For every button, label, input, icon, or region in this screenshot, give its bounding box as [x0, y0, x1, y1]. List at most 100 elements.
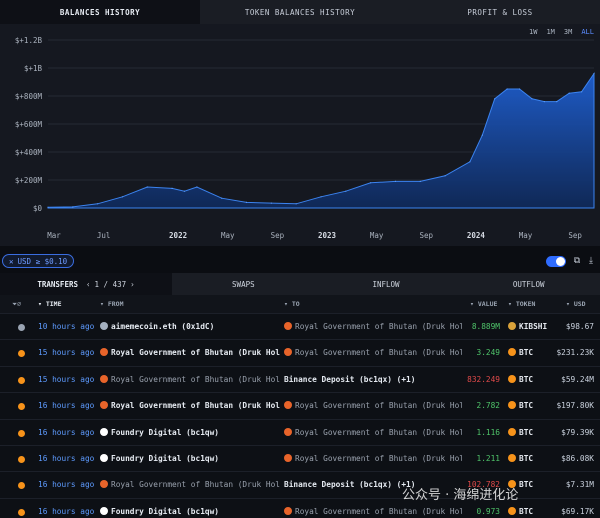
- row-value: 3.249: [476, 348, 500, 358]
- row-usd: $86.08K: [561, 453, 594, 463]
- bhutan-icon: [284, 453, 292, 462]
- table-row[interactable]: 15 hours ago Royal Government of Bhutan …: [0, 365, 600, 393]
- balance-point: [270, 202, 272, 204]
- row-usd: $79.39K: [561, 427, 594, 437]
- row-from[interactable]: Foundry Digital (bc1qw): [100, 427, 280, 437]
- tab-inflow[interactable]: INFLOW: [372, 279, 400, 289]
- row-from[interactable]: Royal Government of Bhutan (Druk Holding: [100, 480, 280, 489]
- btc-icon: [18, 376, 25, 384]
- row-time[interactable]: 16 hours ago: [38, 401, 95, 411]
- balance-point: [568, 92, 570, 94]
- row-from[interactable]: Royal Government of Bhutan (Druk Holding: [100, 401, 280, 410]
- row-value: 8.889M: [471, 322, 500, 331]
- row-from[interactable]: Foundry Digital (bc1qw): [100, 453, 280, 463]
- range-1w-button[interactable]: 1W: [529, 28, 538, 36]
- tab-profit-loss[interactable]: PROFIT & LOSS: [467, 7, 533, 17]
- row-time[interactable]: 15 hours ago: [38, 348, 95, 358]
- row-to[interactable]: Royal Government of Bhutan (Druk Holding: [284, 506, 462, 516]
- tab-transfers[interactable]: TRANSFERS ‹ 1 / 437 ›: [0, 273, 172, 295]
- tab-swaps[interactable]: SWAPS: [232, 279, 255, 289]
- bhutan-icon: [100, 480, 108, 489]
- x-tick-label: 2024: [467, 231, 486, 240]
- table-header: ⏷⌀ ▾ TIME ▾ FROM ▾ TO ▾ VALUE ▾ TOKEN ▾ …: [0, 295, 600, 313]
- row-token: BTC: [508, 480, 552, 489]
- prev-page-icon[interactable]: ‹: [86, 279, 91, 289]
- x-tick-label: Sep: [271, 231, 285, 240]
- tab-transfers-label: TRANSFERS: [37, 279, 78, 289]
- close-icon[interactable]: ✕: [9, 256, 14, 266]
- x-tick-label: Jul: [97, 231, 111, 240]
- y-tick-label: $+800M: [15, 92, 43, 101]
- row-time[interactable]: 16 hours ago: [38, 506, 95, 516]
- table-row[interactable]: 16 hours ago Foundry Digital (bc1qw) Roy…: [0, 418, 600, 445]
- row-time[interactable]: 16 hours ago: [38, 427, 95, 437]
- col-to[interactable]: ▾ TO: [284, 300, 300, 308]
- table-row[interactable]: 10 hours ago aimemecoin.eth (0x1dC) Roya…: [0, 313, 600, 340]
- row-token: BTC: [508, 453, 552, 463]
- x-tick-label: May: [221, 231, 235, 240]
- copy-icon[interactable]: ⧉: [573, 256, 581, 266]
- row-to[interactable]: Royal Government of Bhutan (Druk Holding: [284, 453, 462, 463]
- table-row[interactable]: 16 hours ago Royal Government of Bhutan …: [0, 392, 600, 419]
- range-all-button[interactable]: ALL: [581, 28, 594, 36]
- row-time[interactable]: 16 hours ago: [38, 453, 95, 463]
- balance-point: [531, 98, 533, 100]
- row-token: BTC: [508, 427, 552, 437]
- balance-chart: $+1.2B $+1B $+800M $+600M $+400M $+200M $0 Mar…: [0, 24, 600, 246]
- btc-icon: [508, 453, 516, 462]
- col-usd[interactable]: ▾ USD: [566, 300, 586, 308]
- balance-point: [518, 88, 521, 90]
- row-time[interactable]: 15 hours ago: [38, 374, 95, 384]
- bhutan-icon: [100, 401, 108, 410]
- row-from[interactable]: aimemecoin.eth (0x1dC): [100, 322, 280, 331]
- table-row[interactable]: 16 hours ago Foundry Digital (bc1qw) Roy…: [0, 444, 600, 472]
- watermark: 公众号 · 海绵进化论: [402, 488, 519, 503]
- page-indicator: 1 / 437: [94, 279, 127, 289]
- row-from[interactable]: Royal Government of Bhutan (Druk Holding: [100, 348, 280, 357]
- range-3m-button[interactable]: 3M: [563, 28, 573, 36]
- eth-icon: [100, 322, 108, 330]
- toggle-switch[interactable]: [546, 256, 566, 267]
- balance-point: [171, 187, 173, 189]
- y-tick-label: $+1.2B: [15, 36, 43, 45]
- range-1m-button[interactable]: 1M: [546, 28, 555, 36]
- table-row[interactable]: 15 hours ago Royal Government of Bhutan …: [0, 339, 600, 366]
- y-tick-label: $+600M: [15, 120, 43, 129]
- table-row[interactable]: 16 hours ago Foundry Digital (bc1qw) Roy…: [0, 497, 600, 518]
- kibshi-icon: [508, 322, 516, 330]
- row-from[interactable]: Royal Government of Bhutan (Druk Holding: [100, 374, 280, 384]
- download-icon[interactable]: ⤓: [589, 256, 593, 266]
- usd-filter-chip[interactable]: ✕ USD ≥ $0.10: [2, 254, 75, 268]
- tab-token-balances-history[interactable]: TOKEN BALANCES HISTORY: [244, 7, 356, 17]
- col-time[interactable]: ▾ TIME: [38, 300, 62, 308]
- col-from[interactable]: ▾ FROM: [100, 300, 124, 308]
- tab-outflow[interactable]: OUTFLOW: [512, 279, 545, 289]
- table-row[interactable]: 16 hours ago Royal Government of Bhutan …: [0, 471, 600, 498]
- balance-point: [394, 180, 397, 182]
- balance-point: [494, 98, 496, 100]
- balance-point: [593, 73, 595, 75]
- row-to[interactable]: Royal Government of Bhutan (Druk Holding: [284, 401, 462, 410]
- col-token[interactable]: ▾ TOKEN: [508, 300, 536, 308]
- row-token: BTC: [508, 401, 552, 410]
- filter-icon[interactable]: ⏷⌀: [12, 300, 22, 308]
- row-time[interactable]: 10 hours ago: [38, 322, 95, 331]
- row-to[interactable]: Royal Government of Bhutan (Druk Holding: [284, 322, 462, 331]
- tab-balances-history[interactable]: BALANCES HISTORY: [0, 0, 200, 24]
- row-value: 1.116: [476, 427, 500, 437]
- x-tick-label: Sep: [419, 231, 433, 240]
- filter-strip: ✕ USD ≥ $0.10 ⧉ ⤓: [0, 250, 600, 272]
- balance-point: [345, 190, 347, 192]
- col-value[interactable]: ▾ VALUE: [470, 300, 498, 308]
- range-buttons: 1W 1M 3M ALL: [529, 28, 594, 36]
- row-to[interactable]: Binance Deposit (bc1qx) (+1): [284, 480, 416, 490]
- balance-point: [97, 203, 99, 205]
- top-tab-bar: BALANCES HISTORY TOKEN BALANCES HISTORY …: [0, 0, 600, 24]
- row-from[interactable]: Foundry Digital (bc1qw): [100, 506, 280, 516]
- btc-icon: [18, 350, 25, 358]
- row-to[interactable]: Binance Deposit (bc1qx) (+1): [284, 374, 416, 384]
- row-to[interactable]: Royal Government of Bhutan (Druk Holding: [284, 348, 462, 357]
- row-to[interactable]: Royal Government of Bhutan (Druk Holding: [284, 427, 462, 437]
- next-page-icon[interactable]: ›: [130, 279, 135, 289]
- row-time[interactable]: 16 hours ago: [38, 480, 95, 490]
